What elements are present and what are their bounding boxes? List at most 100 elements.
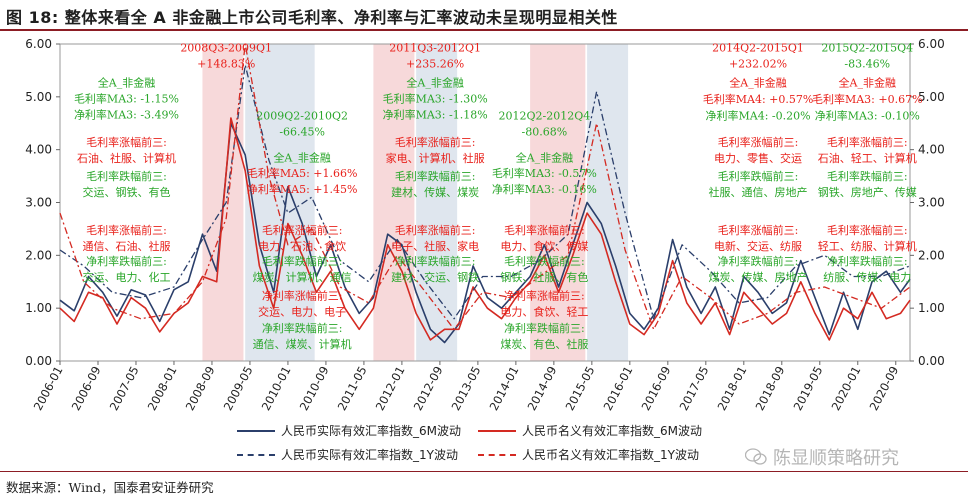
legend-item-nominal-6m: 人民币名义有效汇率指数_6M波动 <box>478 422 702 439</box>
annotation-text: -80.68% <box>522 126 568 139</box>
legend-line-nominal-1y <box>478 453 516 456</box>
legend-item-nominal-1y: 人民币名义有效汇率指数_1Y波动 <box>478 446 699 463</box>
series-line-1 <box>59 122 911 344</box>
chart-plot: 0.00 0.00 1.00 1.00 2.00 2.00 3.00 3.00 4.00 4.00… <box>25 37 945 413</box>
annotation-text: 毛利率跌幅前三: <box>718 169 799 183</box>
annotation-text: 电力、石油、食饮 <box>258 239 346 253</box>
title-rule <box>0 29 968 31</box>
y-tick-label-right: 0.00 <box>918 354 945 368</box>
annotation-text: 净利率涨幅前三: <box>262 289 343 303</box>
x-tick-label: 2009-05 <box>221 364 256 413</box>
annotation-text: 全A_非金融 <box>98 75 155 89</box>
annotation-text: 净利率跌幅前三: <box>504 321 585 335</box>
annotation-text: 毛利率MA4: +0.57% <box>703 92 814 106</box>
annotation-text: 全A_非金融 <box>729 75 786 89</box>
annotation-text: 交运、电力、化工 <box>82 270 170 284</box>
x-tick-label: 2019-05 <box>791 364 826 413</box>
annotation-text: 建材、传媒、煤炭 <box>391 185 479 199</box>
x-tick-label: 2010-01 <box>259 364 294 413</box>
legend-line-real-6m <box>237 429 275 432</box>
x-tick-label: 2018-01 <box>715 364 750 413</box>
legend-item-real-1y: 人民币实际有效汇率指数_1Y波动 <box>237 446 458 463</box>
series-line-3 <box>59 64 911 320</box>
x-tick-label: 2006-01 <box>31 364 66 413</box>
y-tick-label-left: 2.00 <box>25 248 52 262</box>
y-tick-label-right: 3.00 <box>918 196 945 210</box>
annotation-text: 电新、交运、纺服 <box>714 239 802 253</box>
annotation-text: 毛利率涨幅前三: <box>395 135 476 149</box>
annotation-text: 2011Q3-2012Q1 <box>389 41 481 54</box>
annotation-text: 毛利率跌幅前三: <box>827 169 908 183</box>
annotation-text: 净利率MA3: -0.10% <box>815 109 920 123</box>
x-tick-label: 2007-05 <box>107 364 142 413</box>
annotation-text: 毛利率MA3: +0.67% <box>812 92 923 106</box>
series-line-2 <box>59 117 911 341</box>
annotation-text: 通信、石油、社服 <box>82 239 170 253</box>
x-tick-label: 2017-05 <box>677 364 712 413</box>
legend-label-nominal-6m: 人民币名义有效汇率指数_6M波动 <box>522 424 702 438</box>
annotation-text: 净利率涨幅前三: <box>504 289 585 303</box>
bottom-rule <box>0 471 968 472</box>
y-tick-label-left: 5.00 <box>25 90 52 104</box>
annotation-text: 毛利率涨幅前三: <box>718 135 799 149</box>
annotation-text: 轻工、纺服、计算机 <box>818 239 917 253</box>
annotation-text: 净利率跌幅前三: <box>395 254 476 268</box>
annotation-text: 电力、食饮、传媒 <box>500 239 588 253</box>
annotation-text: 石油、社服、计算机 <box>77 151 176 165</box>
annotation-text: 毛利率跌幅前三: <box>86 169 167 183</box>
legend-line-real-1y <box>237 453 275 456</box>
shaded-period-5 <box>530 44 586 361</box>
annotation-text: 毛利率跌幅前三: <box>395 169 476 183</box>
x-tick-label: 2016-01 <box>601 364 636 413</box>
annotation-text: 纺服、传媒、电力 <box>823 270 911 284</box>
annotation-text: 毛利率MA3: -1.30% <box>383 91 488 105</box>
annotation-text: 全A_非金融 <box>516 150 573 164</box>
x-tick-label: 2020-09 <box>866 364 901 413</box>
annotation-text: 2015Q2-2015Q4 <box>821 41 913 54</box>
source-note: 数据来源：Wind，国泰君安证券研究 <box>6 480 214 495</box>
y-tick-label-right: 1.00 <box>918 301 945 315</box>
y-tick-label-left: 0.00 <box>25 354 52 368</box>
x-tick-label: 2016-09 <box>639 364 674 413</box>
annotation-text: 毛利率涨幅前三: <box>86 223 167 237</box>
annotation-text: 交运、钢铁、有色 <box>82 185 170 199</box>
annotation-text: 净利率跌幅前三: <box>262 321 343 335</box>
x-tick-label: 2011-05 <box>335 364 370 413</box>
y-tick-label-left: 3.00 <box>25 196 52 210</box>
annotation-text: 2009Q2-2010Q2 <box>256 110 348 123</box>
annotation-text: 电子、社服、家电 <box>391 239 479 253</box>
watermark-text: 陈显顺策略研究 <box>773 448 899 469</box>
annotation-text: 毛利率涨幅前三: <box>262 223 343 237</box>
x-tick-label: 2010-09 <box>297 364 332 413</box>
annotation-text: 净利率MA3: -1.18% <box>383 107 488 121</box>
annotation-text: +148.83% <box>197 57 255 70</box>
annotation-text: 煤炭、有色、社服 <box>500 337 588 351</box>
legend-label-nominal-1y: 人民币名义有效汇率指数_1Y波动 <box>522 448 699 462</box>
annotation-text: 2008Q3-2009Q1 <box>180 41 272 54</box>
annotation-text: 毛利率MA3: -1.15% <box>74 91 179 105</box>
legend-line-nominal-6m <box>478 429 516 432</box>
annotation-text: 电力、食饮、轻工 <box>500 305 588 319</box>
legend-label-real-6m: 人民币实际有效汇率指数_6M波动 <box>281 424 461 438</box>
annotation-text: 毛利率跌幅前三: <box>504 254 585 268</box>
annotation-text: 毛利率跌幅前三: <box>262 254 343 268</box>
annotation-text: 毛利率涨幅前三: <box>504 223 585 237</box>
y-tick-label-right: 2.00 <box>918 248 945 262</box>
annotation-text: 石油、轻工、计算机 <box>818 151 917 165</box>
x-tick-label: 2014-01 <box>487 364 522 413</box>
figure-title: 图 18: 整体来看全 A 非金融上市公司毛利率、净利率与汇率波动未呈现明显相关… <box>6 8 618 27</box>
legend-label-real-1y: 人民币实际有效汇率指数_1Y波动 <box>281 448 458 462</box>
annotation-text: -66.45% <box>279 126 325 139</box>
wechat-icon <box>745 448 767 465</box>
annotation-text: 电力、零售、交运 <box>714 151 802 165</box>
annotation-text: 毛利率涨幅前三: <box>718 223 799 237</box>
annotation-text: 净利率MA3: -3.49% <box>74 107 179 121</box>
annotation-text: 毛利率MA5: +1.66% <box>247 166 358 180</box>
annotation-text: 煤炭、传媒、房地产 <box>709 270 808 284</box>
x-tick-label: 2013-05 <box>449 364 484 413</box>
annotation-text: 2014Q2-2015Q1 <box>712 41 804 54</box>
annotation-text: 通信、煤炭、计算机 <box>253 337 352 351</box>
shaded-period-6 <box>587 44 629 361</box>
annotation-text: 全A_非金融 <box>273 150 330 164</box>
y-tick-label-left: 1.00 <box>25 301 52 315</box>
